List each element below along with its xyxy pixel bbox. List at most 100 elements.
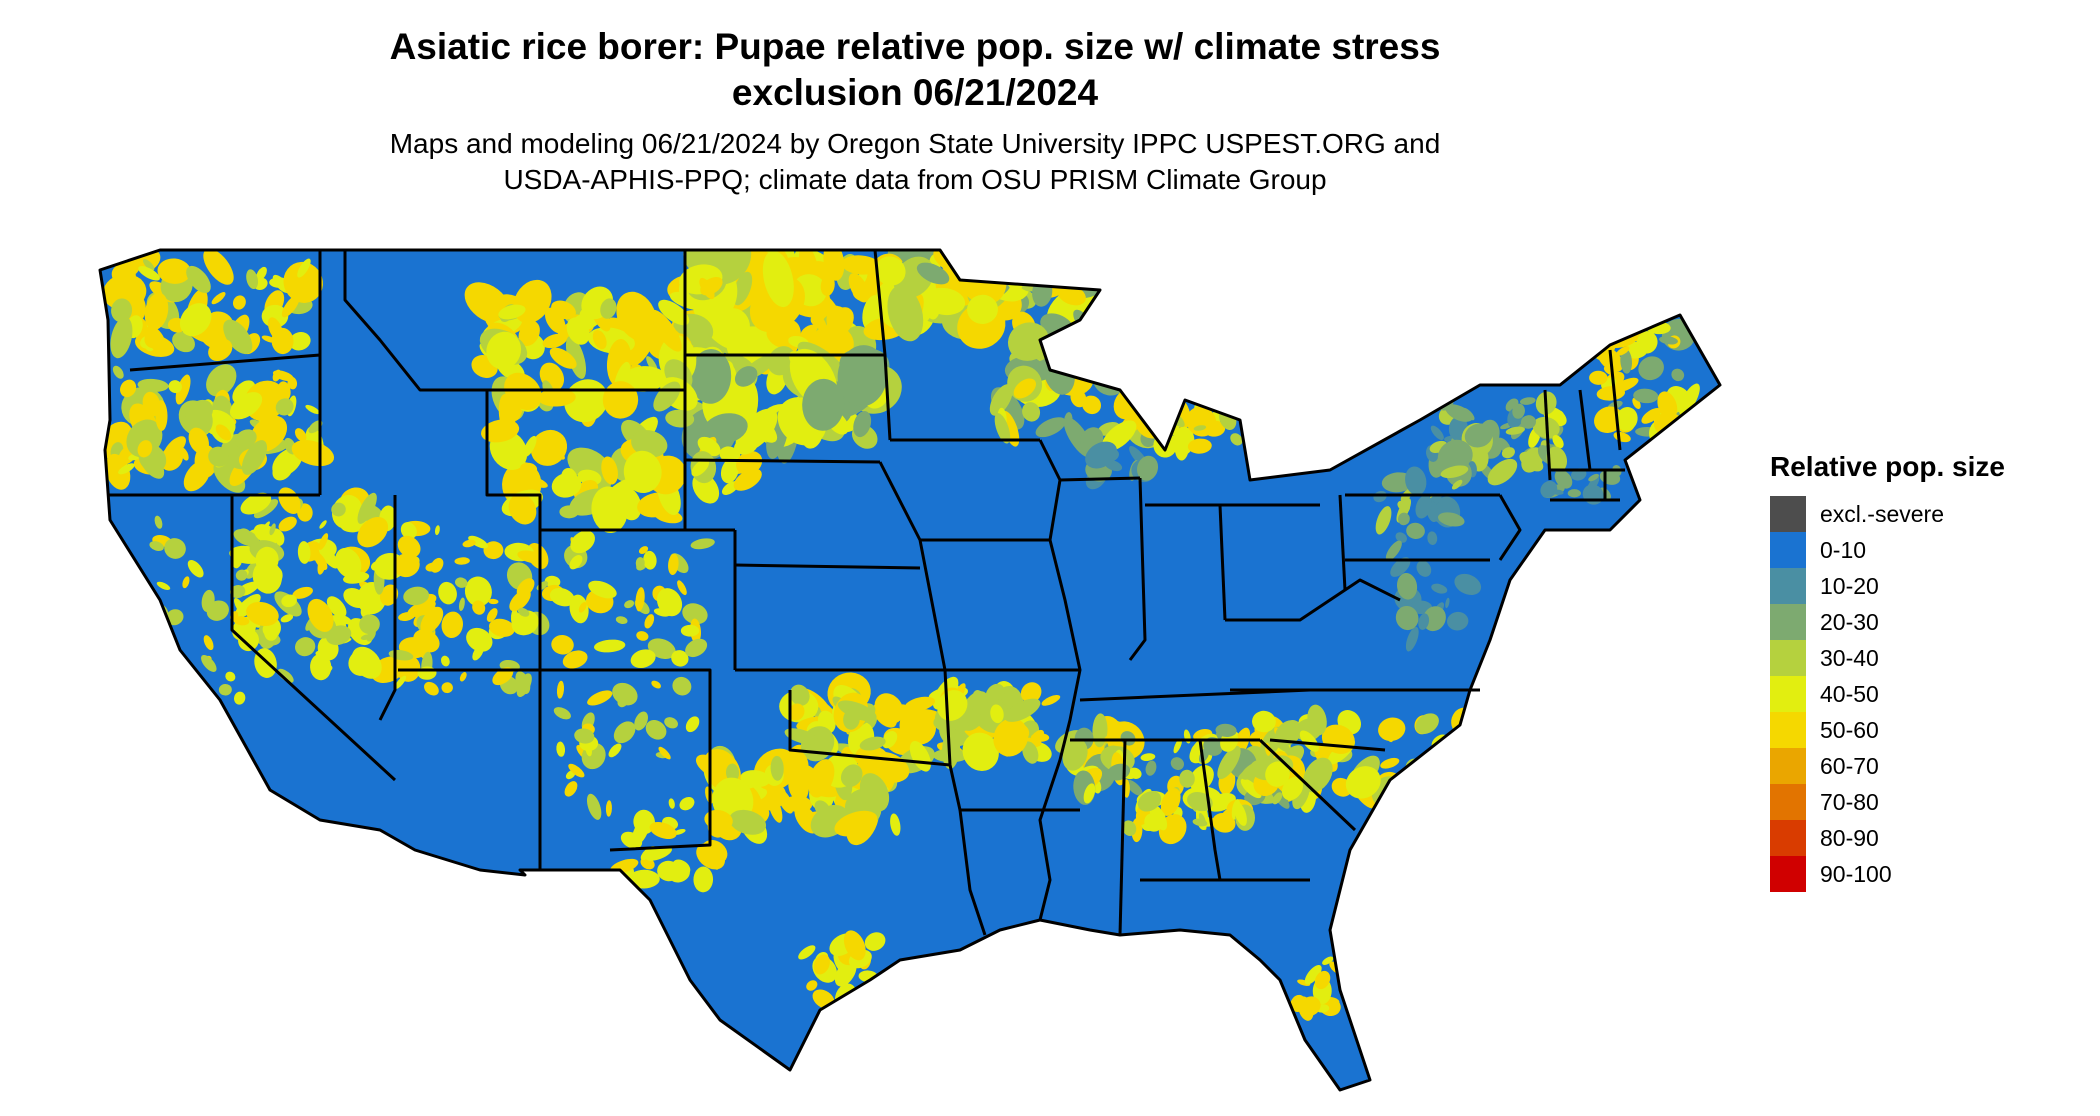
map-title: Asiatic rice borer: Pupae relative pop. … <box>180 24 1650 116</box>
suitability-patch <box>600 298 617 319</box>
suitability-patch <box>636 631 649 641</box>
legend-item: 20-30 <box>1770 604 2090 640</box>
suitability-patch <box>549 347 577 369</box>
suitability-patch <box>438 581 457 605</box>
suitability-patch <box>229 392 263 420</box>
suitability-patch <box>400 522 417 540</box>
suitability-patch <box>142 259 155 271</box>
suitability-patch <box>459 672 467 682</box>
suitability-patch <box>1405 626 1419 652</box>
suitability-patch <box>1454 573 1482 595</box>
suitability-patch <box>645 720 667 740</box>
suitability-patch <box>762 250 794 308</box>
suitability-patch <box>168 380 182 394</box>
suitability-patch <box>397 535 421 558</box>
suitability-patch <box>1429 777 1446 798</box>
suitability-patch <box>235 569 248 581</box>
suitability-patch <box>1240 778 1262 799</box>
legend-swatch <box>1770 568 1806 604</box>
suitability-patch <box>665 409 695 428</box>
suitability-patch <box>267 317 284 341</box>
suitability-patch <box>994 413 1011 444</box>
suitability-patch <box>240 492 272 515</box>
suitability-patch <box>185 399 213 426</box>
suitability-patch <box>1004 692 1015 707</box>
suitability-patch <box>1272 792 1283 805</box>
suitability-patch <box>203 250 234 285</box>
suitability-patch <box>1405 466 1427 496</box>
border-wi-il <box>1059 476 1141 482</box>
suitability-patch <box>1418 613 1430 630</box>
border-nd-mn <box>873 249 892 441</box>
legend-item: 0-10 <box>1770 532 2090 568</box>
suitability-patch <box>651 680 662 689</box>
suitability-patch <box>357 516 389 548</box>
suitability-patch <box>586 793 602 820</box>
suitability-patch <box>486 608 498 622</box>
suitability-patch <box>1375 506 1392 535</box>
border-nc-sc <box>1269 738 1386 752</box>
suitability-patch <box>515 671 531 695</box>
suitability-patch <box>1659 336 1678 345</box>
suitability-patch <box>163 436 186 460</box>
legend-swatch <box>1770 820 1806 856</box>
suitability-patch <box>1615 407 1638 431</box>
suitability-patch <box>649 309 682 352</box>
suitability-patch <box>335 547 362 579</box>
border-sd-ne <box>684 458 881 464</box>
border-vt-nh <box>1578 389 1592 471</box>
suitability-patch <box>179 447 189 461</box>
suitability-patch <box>1445 597 1450 609</box>
suitability-patch <box>407 600 436 617</box>
suitability-patch <box>859 736 886 751</box>
suitability-patch <box>601 456 618 485</box>
suitability-patch <box>864 932 886 951</box>
suitability-patch <box>269 523 276 536</box>
suitability-patch <box>1062 738 1088 771</box>
suitability-patch <box>468 535 489 549</box>
suitability-patch <box>549 587 575 607</box>
suitability-patch <box>516 578 535 598</box>
suitability-patch <box>157 258 191 284</box>
suitability-patch <box>820 274 835 297</box>
suitability-patch <box>682 603 708 625</box>
suitability-patch <box>591 486 628 533</box>
suitability-patch <box>942 727 961 770</box>
suitability-patch <box>272 369 282 382</box>
suitability-patch <box>1431 462 1444 475</box>
suitability-patch <box>556 741 566 757</box>
suitability-patch <box>1102 332 1120 357</box>
suitability-patch <box>167 717 183 734</box>
suitability-patch <box>230 585 246 599</box>
suitability-patch <box>1378 717 1406 742</box>
suitability-patch <box>313 552 328 571</box>
suitability-patch <box>517 550 546 564</box>
suitability-patch <box>658 299 690 326</box>
suitability-patch <box>1554 469 1573 489</box>
suitability-patch <box>1168 329 1188 353</box>
suitability-patch <box>1303 757 1333 793</box>
border-ok-tx <box>788 690 951 767</box>
suitability-patch <box>1088 342 1110 361</box>
suitability-patch <box>1390 557 1411 577</box>
suitability-patch <box>1024 333 1041 348</box>
suitability-patch <box>1173 738 1183 754</box>
suitability-patch <box>1448 777 1464 804</box>
suitability-patch <box>690 349 732 404</box>
border-il-in <box>1128 477 1147 661</box>
suitability-patch <box>1193 425 1207 431</box>
legend-swatch <box>1770 748 1806 784</box>
suitability-patch <box>544 307 566 334</box>
border-ga-sc <box>1258 738 1357 832</box>
suitability-patch <box>635 557 645 570</box>
suitability-patch <box>1122 820 1137 837</box>
suitability-patch <box>837 700 877 722</box>
suitability-patch <box>357 492 377 524</box>
suitability-patch <box>1035 417 1066 438</box>
suitability-patch <box>1501 447 1515 459</box>
border-mt-id <box>343 250 487 392</box>
legend-label: 50-60 <box>1820 717 1879 743</box>
suitability-patch <box>700 276 723 296</box>
suitability-patch <box>1398 512 1410 526</box>
border-ky-tn <box>1079 688 1311 702</box>
